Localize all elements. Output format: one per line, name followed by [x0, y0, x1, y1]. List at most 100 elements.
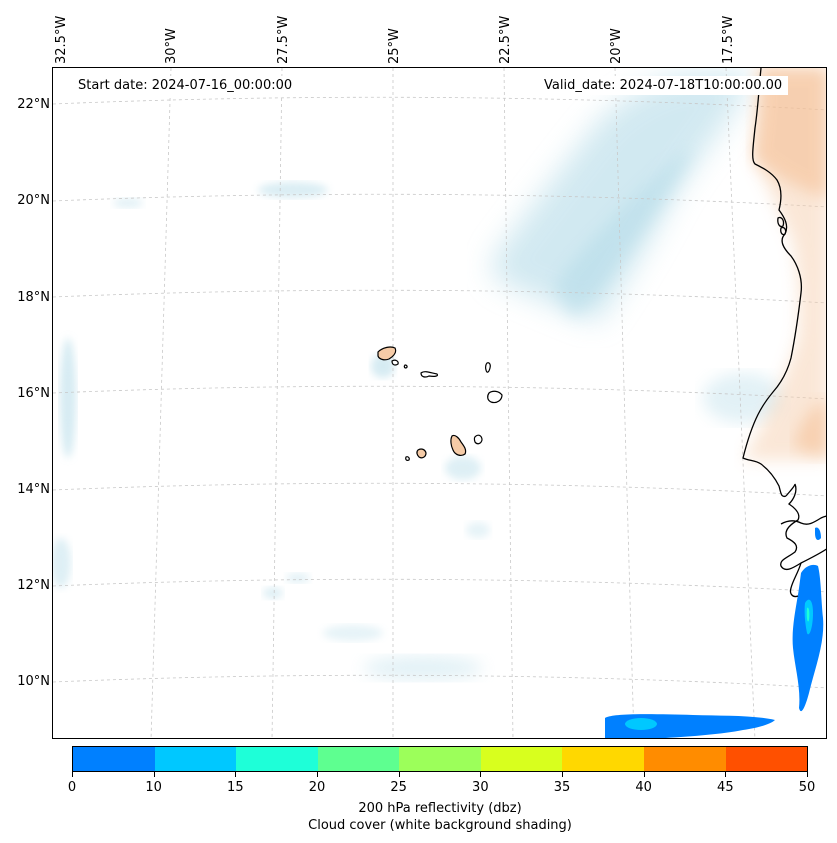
gridline-lat-20n: [53, 193, 826, 208]
lon-label-27-5w: 27.5°W: [276, 15, 291, 64]
colorbar-segment-7: [643, 747, 726, 771]
island-boa-vista: [487, 390, 503, 404]
cloud-patch-11: [466, 522, 490, 538]
island-santo-antao: [377, 346, 397, 361]
cloud-cover: [53, 73, 783, 680]
lon-label-22-5w: 22.5°W: [498, 15, 513, 64]
colorbar-caption-reflectivity: 200 hPa reflectivity (dbz): [358, 801, 522, 816]
gridline-lat-16n: [53, 385, 826, 400]
reflectivity-cell-south-core: [625, 718, 657, 730]
lat-label-20n: 20°N: [17, 193, 50, 208]
coastline-gambia-guinea: [780, 483, 826, 571]
island-brava: [405, 456, 410, 461]
africa-coastline: [742, 68, 826, 598]
graticule: [53, 68, 826, 738]
colorbar-segment-6: [562, 747, 644, 771]
reflectivity-cell-east: [792, 564, 824, 712]
island-sao-vicente: [391, 359, 399, 366]
reflectivity-cell-east-peak: [806, 607, 810, 622]
colorbar-tick-label: 20: [308, 780, 326, 795]
colorbar-segment-3: [317, 747, 400, 771]
cloud-patch-6: [363, 656, 483, 680]
colorbar-tick-mark: [235, 772, 237, 777]
africa-land-shading: [743, 68, 826, 460]
colorbar-tick-mark: [725, 772, 727, 777]
coast-island-1: [777, 216, 785, 228]
land-warm-shade-north: [753, 68, 826, 198]
lon-label-20w: 20°W: [609, 28, 624, 64]
coastline-guinea-bissau: [780, 515, 826, 525]
colorbar-segment-1: [154, 747, 237, 771]
colorbar-tick-mark: [480, 772, 482, 777]
lat-label-16n: 16°N: [17, 386, 50, 401]
colorbar-tick-mark: [398, 772, 400, 777]
colorbar-segment-8: [725, 747, 808, 771]
cloud-patch-10: [286, 573, 310, 583]
reflectivity: [605, 527, 824, 738]
gridline-lat-18n: [53, 289, 826, 304]
colorbar-tick-label: 45: [717, 780, 734, 795]
colorbar-tick-mark: [562, 772, 563, 777]
cloud-patch-7: [263, 587, 283, 599]
colorbar-tick-mark: [643, 772, 645, 777]
lat-label-18n: 18°N: [17, 290, 50, 305]
colorbar-tick-label: 0: [67, 780, 77, 795]
island-santiago: [450, 434, 467, 456]
lon-label-17-5w: 17.5°W: [721, 15, 736, 64]
colorbar-tick-label: 15: [227, 780, 244, 795]
island-sao-nicolau: [420, 371, 439, 378]
gridline-lon-17-5w: [725, 68, 756, 738]
cloud-patch-8: [53, 538, 71, 588]
land-warm-shade-south: [793, 399, 826, 458]
coastline-sierra-leone: [789, 562, 802, 598]
colorbar-segment-5: [480, 747, 563, 771]
gridline-lat-14n: [53, 482, 826, 497]
start-date-label: Start date: 2024-07-16_00:00:00: [72, 76, 299, 95]
colorbar-tick-mark: [72, 772, 73, 777]
cloud-patch-4: [371, 354, 395, 378]
island-sal: [484, 362, 491, 373]
colorbar-segment-0: [73, 747, 155, 771]
cape-verde-islands: [377, 346, 503, 461]
island-maio: [473, 434, 483, 445]
cloud-patch-3: [113, 198, 143, 208]
cloud-patch-9: [703, 373, 783, 423]
lat-label-14n: 14°N: [17, 482, 50, 497]
lon-label-25w: 25°W: [387, 28, 402, 64]
gridline-lon-22-5w: [503, 68, 514, 738]
colorbar-tick-label: 35: [553, 780, 571, 795]
map-canvas: [53, 68, 826, 738]
colorbar-tick-label: 30: [472, 780, 489, 795]
colorbar-tick-mark: [807, 772, 808, 777]
gridline-lat-12n: [53, 578, 826, 593]
gridline-lon-30w: [150, 68, 172, 738]
cloud-band-core: [553, 148, 693, 318]
gridline-lon-27-5w: [271, 68, 283, 738]
lon-label-30w: 30°W: [164, 28, 179, 64]
reflectivity-small-cell: [815, 527, 821, 541]
colorbar-tick-label: 10: [145, 780, 162, 795]
gridline-lon-20w: [614, 68, 635, 738]
reflectivity-colorbar: [72, 746, 808, 772]
coast-island-2: [780, 226, 787, 236]
colorbar-segment-4: [399, 747, 481, 771]
gridline-lat-10n: [53, 674, 826, 689]
cloud-patch-2: [258, 182, 328, 198]
colorbar-segment-2: [236, 747, 318, 771]
cloud-patch-12: [323, 625, 383, 641]
island-fogo: [416, 448, 427, 459]
colorbar-tick-label: 25: [390, 780, 407, 795]
colorbar-tick-label: 50: [798, 780, 816, 795]
lon-label-32-5w: 32.5°W: [54, 15, 69, 64]
cloud-patch-1: [60, 338, 76, 458]
lat-label-10n: 10°N: [17, 674, 50, 689]
colorbar-tick-mark: [153, 772, 155, 777]
colorbar-caption-cloud-cover: Cloud cover (white background shading): [308, 818, 572, 833]
colorbar-tick-label: 40: [635, 780, 652, 795]
island-santa-luzia: [403, 364, 408, 369]
cloud-patch-5: [445, 456, 481, 480]
lat-label-12n: 12°N: [17, 578, 50, 593]
valid-date-label: Valid_date: 2024-07-18T10:00:00.00: [538, 76, 789, 95]
lat-label-22n: 22°N: [17, 97, 50, 112]
colorbar-tick-mark: [317, 772, 318, 777]
